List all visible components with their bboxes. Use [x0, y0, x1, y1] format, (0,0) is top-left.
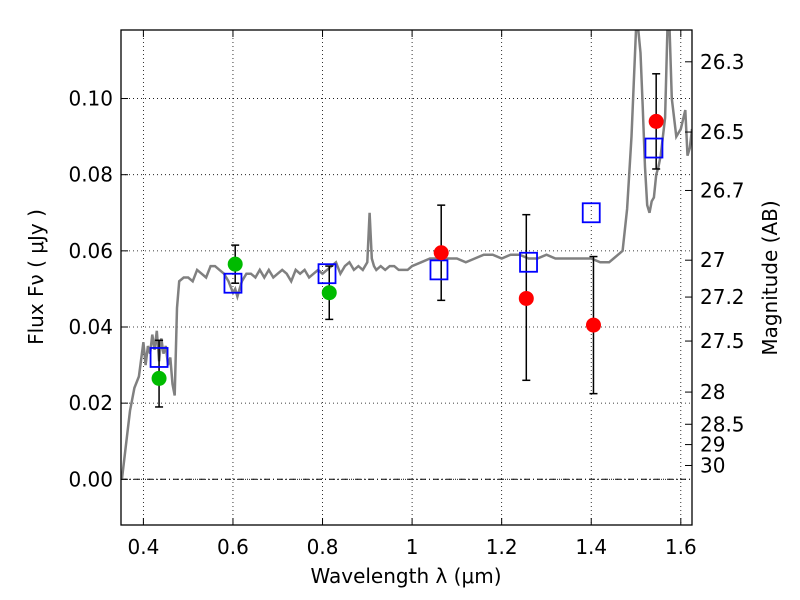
- axis-ticks: [121, 30, 692, 525]
- plot-area: [121, 30, 692, 480]
- x-tick-label: 1.6: [665, 535, 697, 559]
- right-tick-label: 27: [700, 248, 725, 272]
- spectrum-line: [121, 30, 692, 480]
- error-bars: [155, 73, 661, 408]
- model-marker: [223, 272, 243, 294]
- right-tick-label: 28: [700, 380, 725, 404]
- model-markers: [149, 137, 664, 368]
- model-marker: [149, 347, 169, 368]
- red-point: [585, 317, 601, 333]
- red-point: [433, 245, 449, 261]
- right-tick-label: 27.2: [700, 285, 745, 309]
- right-tick-label: 26.7: [700, 178, 745, 202]
- green-point: [321, 285, 337, 301]
- grid-lines: [121, 30, 692, 525]
- x-axis-label: Wavelength λ (μm): [310, 564, 501, 588]
- right-tick-label: 27.5: [700, 329, 745, 353]
- red-point: [648, 113, 664, 129]
- red-point: [518, 290, 534, 306]
- green-point: [151, 370, 167, 386]
- plot-frame: [120, 29, 693, 526]
- y-axis-label: Flux Fν ( μJy ): [24, 209, 48, 345]
- x-tick-label: 1.2: [486, 535, 518, 559]
- y-tick-label: 0.02: [68, 391, 113, 415]
- y-tick-label: 0.08: [68, 163, 113, 187]
- x-tick-label: 1: [406, 535, 419, 559]
- y-tick-label: 0.06: [68, 239, 113, 263]
- model-marker: [519, 251, 538, 273]
- model-marker: [644, 137, 664, 159]
- y-tick-label: 0.00: [68, 467, 113, 491]
- model-marker: [581, 202, 601, 224]
- x-tick-label: 0.8: [307, 535, 339, 559]
- y-tick-label: 0.10: [68, 87, 113, 111]
- tick-labels: 0.4 0.6 0.8 1 1.2 1.4 1.6 0.00 0.02 0.04 0.06 0.08 0…: [68, 50, 744, 559]
- x-tick-label: 0.6: [217, 535, 249, 559]
- right-tick-label: 26.5: [700, 120, 745, 144]
- model-marker: [429, 259, 449, 281]
- x-tick-label: 0.4: [127, 535, 159, 559]
- right-tick-label: 30: [700, 453, 725, 477]
- green-points: [151, 256, 337, 386]
- x-tick-label: 1.4: [575, 535, 607, 559]
- model-marker: [317, 263, 337, 285]
- red-points: [433, 113, 664, 333]
- green-point: [227, 256, 243, 272]
- right-tick-label: 26.3: [700, 50, 745, 74]
- right-tick-label: 28.5: [700, 412, 745, 436]
- y-tick-label: 0.04: [68, 315, 113, 339]
- right-tick-label: 29: [700, 433, 725, 457]
- right-axis-label: Magnitude (AB): [758, 200, 782, 355]
